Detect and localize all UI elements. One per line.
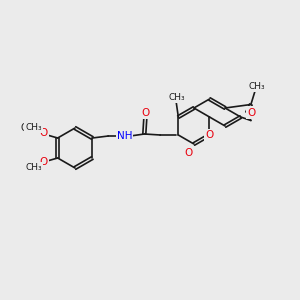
Text: O: O [40,157,48,167]
Text: CH₃: CH₃ [249,82,265,91]
Text: O: O [247,107,255,118]
Text: O: O [40,128,48,139]
Text: O: O [206,130,214,140]
Text: CH₃: CH₃ [26,163,42,172]
Text: O: O [141,108,149,118]
Text: O: O [40,129,48,139]
Text: CH₃: CH₃ [26,124,42,133]
Text: O: O [185,148,193,158]
Text: CH₃: CH₃ [168,94,184,103]
Text: OMe: OMe [21,123,43,133]
Text: NH: NH [117,131,132,141]
